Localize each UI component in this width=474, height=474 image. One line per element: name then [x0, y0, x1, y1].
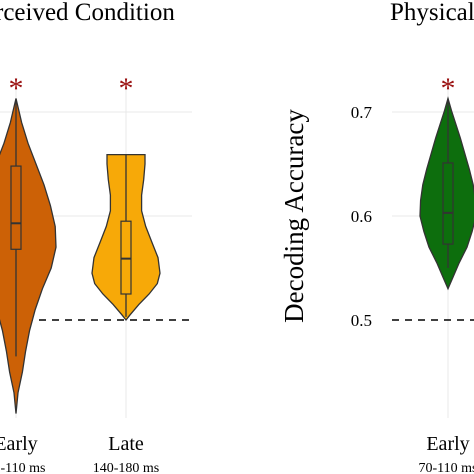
x-category-label: Late: [108, 433, 144, 455]
y-axis-label: Decoding Accuracy: [279, 109, 309, 323]
y-tick-label: 0.6: [351, 207, 372, 226]
x-category-sublabel: 70-110 ms: [0, 461, 45, 474]
physical-condition-panel: Physical Condition Decoding Accuracy 0.5…: [279, 0, 474, 474]
perceived-condition-panel: Perceived Condition * Early 70-110 ms * Late…: [0, 0, 192, 474]
panel-title: Perceived Condition: [0, 0, 175, 26]
iqr-box: [10, 165, 22, 250]
significance-star: *: [9, 72, 24, 105]
x-category-label: Early: [0, 433, 38, 455]
y-tick-label: 0.7: [351, 103, 373, 122]
violin-early: [0, 98, 57, 414]
x-category-sublabel: 140-180 ms: [93, 461, 160, 474]
iqr-box: [442, 162, 454, 245]
x-category-sublabel: 70-110 ms: [419, 461, 474, 474]
iqr-box: [120, 220, 132, 295]
panel-title: Physical Condition: [390, 0, 474, 26]
violin-late: [91, 153, 161, 322]
x-category-label: Early: [426, 433, 469, 455]
y-tick-label: 0.5: [351, 311, 372, 330]
violin-early: [419, 96, 474, 291]
significance-star: *: [441, 72, 456, 105]
significance-star: *: [119, 72, 134, 105]
